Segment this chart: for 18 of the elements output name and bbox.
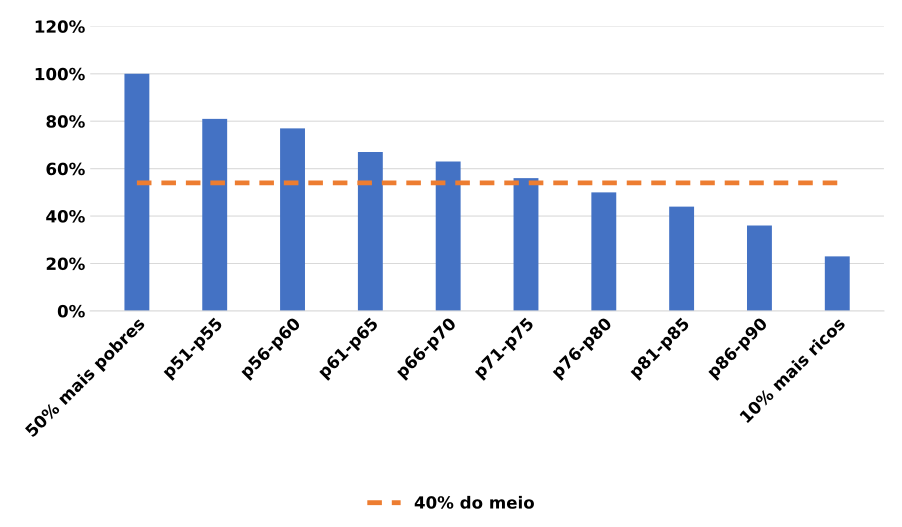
y-tick-label: 80% [46,115,85,128]
bar [514,178,538,311]
bar [280,128,305,311]
y-tick-label: 20% [46,257,85,270]
y-tick-label: 100% [36,68,85,80]
bar [124,74,150,311]
bar [591,192,616,311]
bar [746,226,772,311]
bar [824,256,850,311]
y-tick-label: 40% [46,210,85,223]
bar [202,118,228,311]
y-tick-label: 60% [46,162,85,176]
bar [358,152,383,311]
legend-label: 40% do meio [414,496,534,509]
y-tick-label: 0% [58,304,85,318]
bar [669,206,694,311]
y-tick-label: 120% [36,20,85,33]
bar [436,162,461,311]
